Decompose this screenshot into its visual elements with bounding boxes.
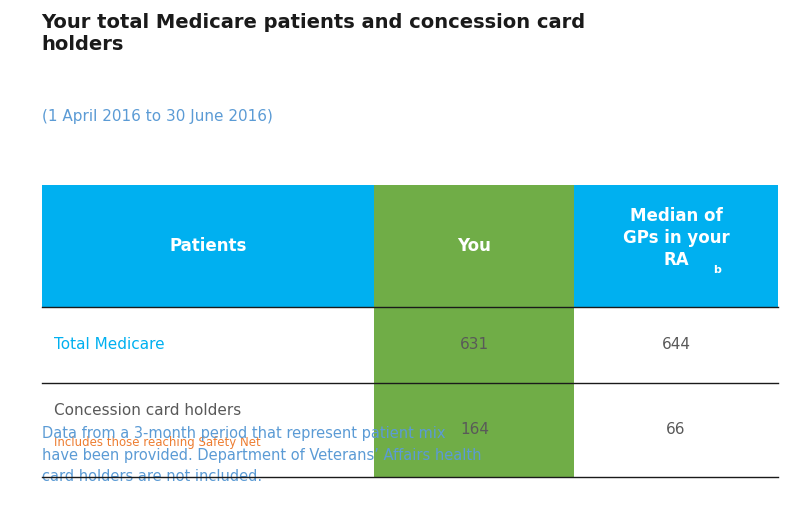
Text: 164: 164 <box>460 422 489 437</box>
Text: Patients: Patients <box>170 237 246 255</box>
Text: Median of
GPs in your
RA: Median of GPs in your RA <box>622 207 730 270</box>
Text: b: b <box>714 265 722 275</box>
Text: Includes those reaching Safety Net: Includes those reaching Safety Net <box>54 436 260 449</box>
Text: You: You <box>458 237 491 255</box>
FancyBboxPatch shape <box>574 185 778 307</box>
FancyBboxPatch shape <box>374 185 574 307</box>
Text: 631: 631 <box>460 337 489 352</box>
Text: 66: 66 <box>666 422 686 437</box>
Text: 644: 644 <box>662 337 690 352</box>
Text: Your total Medicare patients and concession card
holders: Your total Medicare patients and concess… <box>42 13 586 54</box>
FancyBboxPatch shape <box>42 185 374 307</box>
FancyBboxPatch shape <box>374 383 574 477</box>
Text: Concession card holders: Concession card holders <box>54 403 241 418</box>
FancyBboxPatch shape <box>374 307 574 383</box>
Text: Total Medicare: Total Medicare <box>54 337 164 352</box>
Text: Data from a 3-month period that represent patient mix
have been provided. Depart: Data from a 3-month period that represen… <box>42 426 481 484</box>
Text: (1 April 2016 to 30 June 2016): (1 April 2016 to 30 June 2016) <box>42 109 273 124</box>
